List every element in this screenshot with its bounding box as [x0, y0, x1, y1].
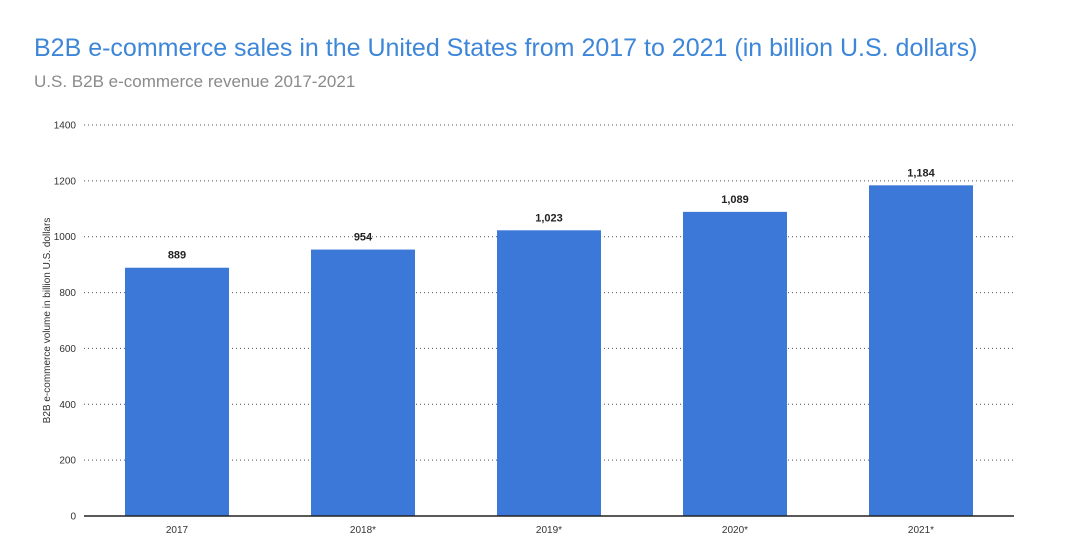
y-axis-label: B2B e-commerce volume in billion U.S. do… — [42, 218, 53, 424]
y-tick-label: 1200 — [54, 176, 77, 187]
data-label: 1,089 — [721, 194, 749, 206]
x-tick-label: 2019* — [536, 525, 562, 536]
data-label: 889 — [168, 250, 186, 262]
data-label: 954 — [354, 232, 373, 244]
y-tick-label: 600 — [59, 344, 76, 355]
x-tick-label: 2021* — [908, 525, 934, 536]
bars: 889 954 1,023 1,089 1,184 — [125, 167, 973, 517]
y-tick-label: 0 — [70, 512, 76, 523]
bar — [311, 249, 415, 516]
x-tick-label: 2017 — [166, 525, 189, 536]
y-tick-label: 1000 — [54, 232, 77, 243]
y-tick-label: 1400 — [54, 121, 77, 132]
x-axis-ticks: 2017 2018* 2019* 2020* 2021* — [166, 525, 934, 536]
chart-title: B2B e-commerce sales in the United State… — [34, 34, 978, 62]
x-tick-label: 2018* — [350, 525, 376, 536]
chart-subtitle: U.S. B2B e-commerce revenue 2017-2021 — [34, 72, 356, 91]
x-tick-label: 2020* — [722, 525, 748, 536]
bar — [497, 230, 601, 516]
y-tick-label: 800 — [59, 288, 76, 299]
bar — [125, 267, 229, 516]
y-tick-label: 400 — [59, 400, 76, 411]
data-label: 1,184 — [907, 167, 935, 179]
bar — [683, 211, 787, 517]
y-axis-ticks: 0 200 400 600 800 1000 1200 1400 — [54, 121, 77, 523]
data-label: 1,023 — [535, 212, 563, 224]
y-tick-label: 200 — [59, 456, 76, 467]
bar — [869, 185, 973, 516]
